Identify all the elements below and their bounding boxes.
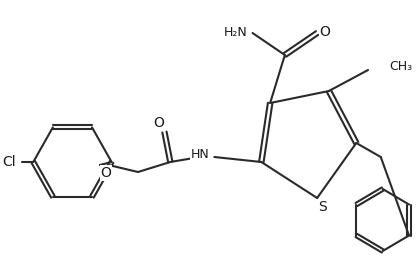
Text: O: O bbox=[153, 116, 164, 130]
Text: O: O bbox=[319, 25, 330, 39]
Text: CH₃: CH₃ bbox=[390, 60, 413, 73]
Text: O: O bbox=[100, 166, 111, 180]
Text: H₂N: H₂N bbox=[224, 26, 247, 38]
Text: S: S bbox=[318, 200, 326, 214]
Text: Cl: Cl bbox=[2, 155, 15, 169]
Text: HN: HN bbox=[191, 147, 209, 161]
